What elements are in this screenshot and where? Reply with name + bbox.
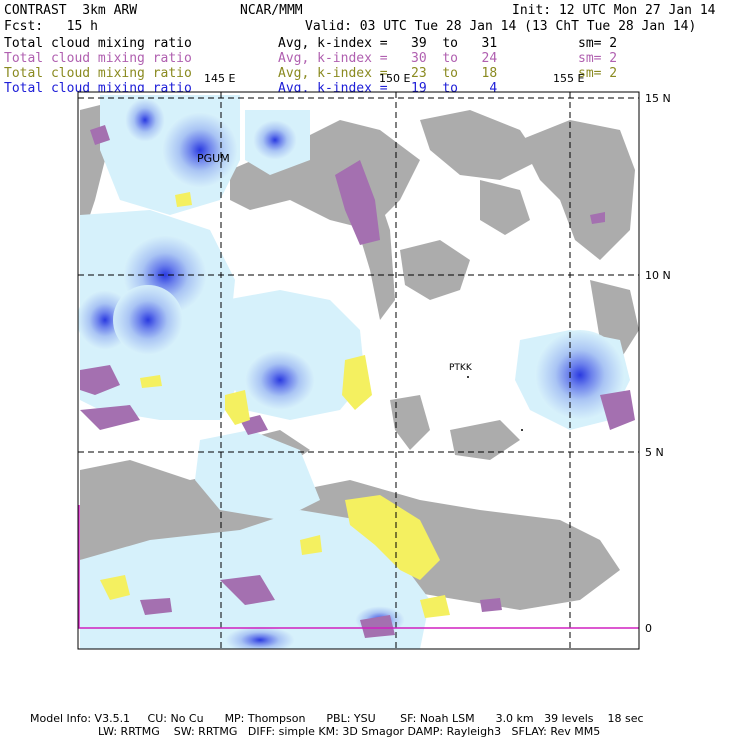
init-time: Init: 12 UTC Mon 27 Jan 14 (512, 3, 716, 18)
lon-label-145e: 145 E (204, 72, 235, 85)
cloud-fields (78, 95, 639, 649)
forecast-hour: Fcst: 15 h (4, 19, 98, 34)
yellow-cloud-layer (100, 192, 450, 618)
legend-row-1-sm: sm= 2 (578, 36, 618, 51)
station-ptkk: PTKK (449, 363, 473, 373)
legend-row-1-range: Avg, k-index = 39 to 31 (278, 36, 498, 51)
station-ptkk-marker (467, 376, 469, 378)
map-frame (77, 91, 640, 650)
org-label: NCAR/MMM (240, 3, 303, 18)
legend-row-3-sm: sm= 2 (578, 66, 618, 81)
lon-label-155e: 155 E (553, 72, 584, 85)
lat-label-equator: 0 (645, 622, 652, 635)
legend-row-2-sm: sm= 2 (578, 51, 618, 66)
station-pgum: PGUM (197, 152, 230, 165)
convective-cores (78, 98, 625, 649)
model-title: CONTRAST 3km ARW (4, 3, 138, 18)
lon-label-150e: 150 E (379, 72, 410, 85)
valid-time: Valid: 03 UTC Tue 28 Jan 14 (13 ChT Tue … (305, 19, 697, 34)
footer-physics-info: LW: RRTMG SW: RRTMG DIFF: simple KM: 3D … (98, 725, 601, 738)
lat-label-10n: 10 N (645, 269, 671, 282)
legend-row-2-field: Total cloud mixing ratio (4, 51, 192, 66)
legend-row-3-range: Avg, k-index = 23 to 18 (278, 66, 498, 81)
legend-row-2-range: Avg, k-index = 30 to 24 (278, 51, 498, 66)
lat-label-5n: 5 N (645, 446, 664, 459)
lat-label-15n: 15 N (645, 92, 671, 105)
island-marker (521, 429, 523, 431)
legend-row-1-field: Total cloud mixing ratio (4, 36, 192, 51)
footer-model-info: Model Info: V3.5.1 CU: No Cu MP: Thompso… (30, 712, 644, 725)
violet-cloud-layer (80, 125, 635, 638)
legend-row-3-field: Total cloud mixing ratio (4, 66, 192, 81)
